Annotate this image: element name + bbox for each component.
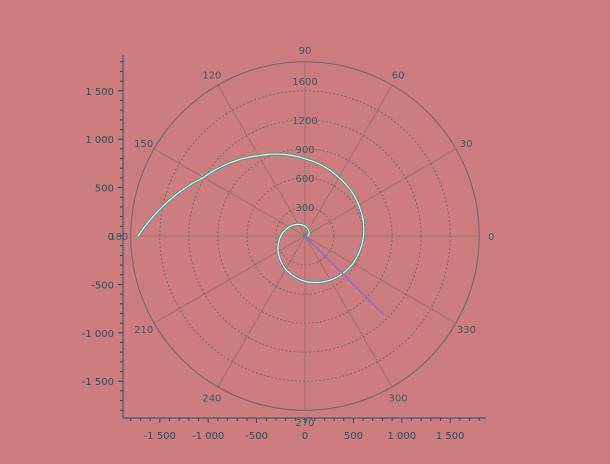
y-tick-label: -1 500 [82,377,114,388]
y-tick-label: 500 [95,184,114,195]
y-tick-label: -500 [91,280,114,291]
x-tick-label: -1 500 [144,431,176,442]
polar-spoke [304,148,457,237]
angle-tick-label: 330 [457,325,476,336]
angle-tick-label: 150 [134,139,153,150]
polar-spoke [217,235,306,388]
x-tick-label: 500 [344,431,363,442]
angle-tick-label: 210 [134,325,153,336]
angle-tick-label: 120 [202,71,221,82]
radial-tick-label: 1600 [292,77,317,88]
data-series [136,152,385,316]
angle-tick-label: 60 [392,71,405,82]
polar-spoke [217,84,306,237]
angle-tick-label: 30 [460,139,473,150]
y-tick-label: 0 [108,232,114,243]
x-tick-label: -500 [245,431,268,442]
ray-series-line [304,235,385,316]
y-tick-label: 1 500 [85,87,114,98]
radial-tick-label: 900 [295,145,314,156]
polar-spoke [153,235,306,324]
radial-labels: 300 600 900 1200 1600 [292,77,317,214]
cartesian-axes: -1 500 -1 000 -500 0 500 1 000 1 500 -1 500 -1 0… [82,55,486,442]
angle-tick-label: 180 [109,232,128,243]
spiral-series-line [137,153,365,284]
x-tick-label: 0 [302,431,308,442]
radial-tick-label: 600 [295,174,314,185]
angle-labels: 0 30 60 90 120 150 180 210 240 270 300 330 [109,46,494,429]
radial-tick-label: 1200 [292,116,317,127]
x-tick-label: 1 500 [436,431,465,442]
polar-spoke [304,235,457,324]
polar-spoke [153,148,306,237]
polar-spoke [304,84,393,237]
angle-tick-label: 240 [202,393,221,404]
x-tick-label: 1 000 [387,431,416,442]
angle-tick-label: 300 [389,393,408,404]
polar-spoke [304,235,393,388]
angle-tick-label: 90 [299,46,312,57]
y-tick-label: -1 000 [82,329,114,340]
polar-grid [130,61,480,411]
angle-tick-label: 0 [488,232,494,243]
radial-tick-label: 300 [295,203,314,214]
angle-tick-label: 270 [295,418,314,429]
y-tick-label: 1 000 [85,135,114,146]
spiral-series-edge [136,152,366,284]
x-tick-label: -1 000 [192,431,224,442]
